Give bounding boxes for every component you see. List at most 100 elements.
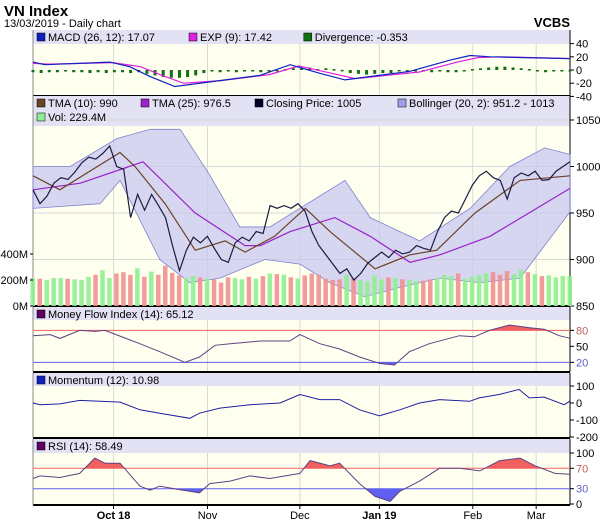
- volume-bar: [567, 276, 572, 306]
- rsi-y-tick-label: 0: [576, 499, 582, 511]
- volume-bar: [295, 278, 301, 306]
- momentum-panel: 100 0 -100 -200 Momentum (12): 10.98: [32, 373, 598, 444]
- volume-bar: [58, 278, 63, 306]
- volume-bar: [309, 273, 314, 306]
- divergence-bar: [519, 68, 523, 70]
- volume-bar: [225, 277, 231, 306]
- volume-bar: [190, 276, 196, 306]
- volume-bar: [176, 275, 182, 306]
- divergence-bar: [210, 70, 214, 72]
- volume-tick-label: 0M: [13, 301, 28, 313]
- volume-bar: [72, 279, 77, 306]
- divergence-bar: [202, 70, 206, 74]
- macd-legend-band: [33, 30, 570, 44]
- macd-y-tick-label: -40: [576, 91, 592, 103]
- divergence-bar: [259, 70, 263, 73]
- volume-bar: [302, 275, 307, 306]
- volume-bar: [560, 276, 566, 306]
- momentum-y-tick-label: 100: [576, 381, 594, 393]
- legend-swatch: [140, 98, 150, 108]
- momentum-legend-band: [33, 373, 570, 386]
- volume-bar: [386, 277, 391, 306]
- divergence-bar: [462, 70, 466, 72]
- volume-bar: [281, 274, 287, 306]
- divergence-bar: [80, 70, 84, 73]
- divergence-bar: [291, 68, 295, 70]
- divergence-bar: [243, 70, 247, 72]
- divergence-bar: [503, 66, 507, 70]
- divergence-bar: [55, 70, 59, 73]
- price-y-tick-label: 950: [576, 208, 594, 220]
- rsi-upper-fill: [33, 458, 570, 469]
- volume-bar: [253, 278, 259, 306]
- divergence-bar: [161, 70, 165, 77]
- volume-bar: [232, 278, 238, 306]
- divergence-bar: [487, 67, 491, 70]
- mfi-y-tick-label: 50: [576, 341, 588, 353]
- volume-bar: [260, 276, 266, 306]
- macd-y-tick-label: 40: [576, 39, 588, 51]
- volume-bar: [267, 273, 273, 306]
- volume-bar: [553, 277, 559, 306]
- mfi-y-tick-label: 20: [576, 357, 588, 369]
- divergence-bar: [413, 70, 417, 72]
- volume-bar: [156, 274, 161, 306]
- volume-bar: [183, 278, 189, 306]
- price-y-tick-label: 850: [576, 301, 594, 313]
- rsi-legend-band: [33, 439, 570, 453]
- divergence-bar: [251, 70, 255, 72]
- volume-tick-label: 200M: [0, 275, 28, 287]
- volume-bar: [93, 274, 98, 306]
- price-legend-band: [33, 96, 570, 126]
- volume-bar: [142, 276, 147, 306]
- volume-bar: [246, 276, 252, 306]
- momentum-line: [32, 388, 571, 419]
- volume-bar: [218, 282, 224, 306]
- volume-bar: [428, 279, 433, 306]
- chart-title: VN Index: [4, 3, 69, 20]
- volume-bar: [197, 277, 203, 306]
- volume-bar: [30, 278, 35, 306]
- divergence-bar: [430, 70, 434, 73]
- divergence-bar: [454, 70, 458, 73]
- divergence-bar: [226, 70, 230, 72]
- price-legend-item: TMA (25): 976.5: [152, 98, 231, 110]
- price-y-tick-label: 1000: [576, 162, 600, 174]
- macd-y-tick-label: 20: [576, 52, 588, 64]
- volume-bar: [490, 272, 496, 306]
- divergence-bar: [535, 70, 539, 72]
- rsi-line: [32, 457, 571, 502]
- divergence-bar: [527, 69, 531, 71]
- volume-bar: [518, 269, 524, 306]
- volume-bar: [79, 280, 84, 306]
- legend-swatch: [36, 375, 46, 385]
- mfi-y-tick-label: 80: [576, 325, 588, 337]
- mfi-legend-band: [33, 307, 570, 320]
- macd-legend-item: EXP (9): 17.42: [200, 32, 272, 44]
- volume-bar: [546, 275, 552, 306]
- legend-swatch: [254, 98, 264, 108]
- volume-bar: [539, 276, 545, 306]
- volume-bar: [163, 265, 168, 306]
- volume-bar: [504, 270, 510, 306]
- divergence-bar: [39, 70, 43, 74]
- volume-bar: [86, 276, 91, 306]
- divergence-bar: [64, 70, 68, 72]
- volume-bar: [414, 281, 419, 306]
- volume-bar: [114, 273, 119, 306]
- legend-swatch: [36, 441, 46, 451]
- volume-bar: [476, 274, 482, 306]
- momentum-y-tick-label: 0: [576, 398, 582, 410]
- divergence-bar: [267, 70, 271, 72]
- divergence-bar: [129, 70, 133, 74]
- divergence-bar: [177, 70, 181, 78]
- tma10-line: [32, 151, 571, 270]
- x-tick-label: Feb: [463, 510, 482, 522]
- volume-bar: [65, 278, 70, 306]
- price-legend-item: Closing Price: 1005: [266, 98, 361, 110]
- legend-swatch: [397, 98, 407, 108]
- macd-legend-item: MACD (26, 12): 17.07: [48, 32, 155, 44]
- volume-bar: [44, 280, 49, 306]
- divergence-bar: [560, 70, 564, 72]
